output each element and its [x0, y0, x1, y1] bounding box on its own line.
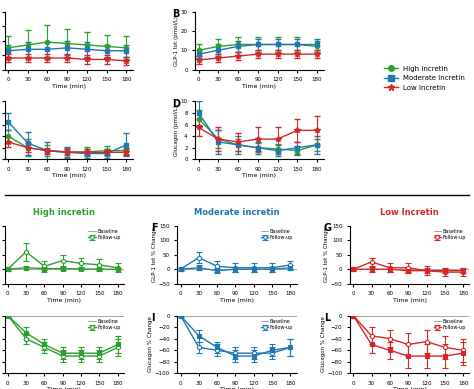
X-axis label: Time (min): Time (min) — [52, 84, 86, 89]
X-axis label: Time (min): Time (min) — [220, 298, 254, 303]
Y-axis label: GLP-1 tot (pmol/L): GLP-1 tot (pmol/L) — [174, 16, 179, 66]
X-axis label: Time (min): Time (min) — [220, 387, 254, 389]
Text: G: G — [324, 223, 332, 233]
X-axis label: Time (min): Time (min) — [47, 387, 82, 389]
Title: Low Incretin: Low Incretin — [380, 208, 439, 217]
Text: L: L — [324, 313, 330, 322]
Legend: Baseline, Follow-up: Baseline, Follow-up — [433, 318, 467, 331]
Legend: Baseline, Follow-up: Baseline, Follow-up — [87, 228, 121, 241]
Y-axis label: Glucagon % Change: Glucagon % Change — [148, 317, 153, 372]
Legend: Baseline, Follow-up: Baseline, Follow-up — [260, 318, 294, 331]
Y-axis label: Glucagon (pmol/L): Glucagon (pmol/L) — [174, 105, 179, 156]
Title: High incretin: High incretin — [33, 208, 95, 217]
Y-axis label: Glucagon % Change: Glucagon % Change — [321, 317, 326, 372]
Text: B: B — [172, 9, 180, 19]
Text: I: I — [151, 313, 155, 322]
X-axis label: Time (min): Time (min) — [52, 173, 86, 179]
Legend: Baseline, Follow-up: Baseline, Follow-up — [433, 228, 467, 241]
Legend: Baseline, Follow-up: Baseline, Follow-up — [87, 318, 121, 331]
Title: Moderate incretin: Moderate incretin — [194, 208, 280, 217]
X-axis label: Time (min): Time (min) — [392, 298, 427, 303]
X-axis label: Time (min): Time (min) — [242, 84, 276, 89]
X-axis label: Time (min): Time (min) — [47, 298, 82, 303]
X-axis label: Time (min): Time (min) — [242, 173, 276, 179]
Y-axis label: GLP-1 tot % Change: GLP-1 tot % Change — [152, 227, 157, 282]
Text: D: D — [172, 98, 180, 109]
Text: F: F — [151, 223, 158, 233]
Legend: Baseline, Follow-up: Baseline, Follow-up — [260, 228, 294, 241]
Legend: High incretin, Moderate incretin, Low Incretin: High incretin, Moderate incretin, Low In… — [381, 63, 468, 93]
Y-axis label: GLP-1 tot % Change: GLP-1 tot % Change — [325, 227, 329, 282]
X-axis label: Time (min): Time (min) — [392, 387, 427, 389]
